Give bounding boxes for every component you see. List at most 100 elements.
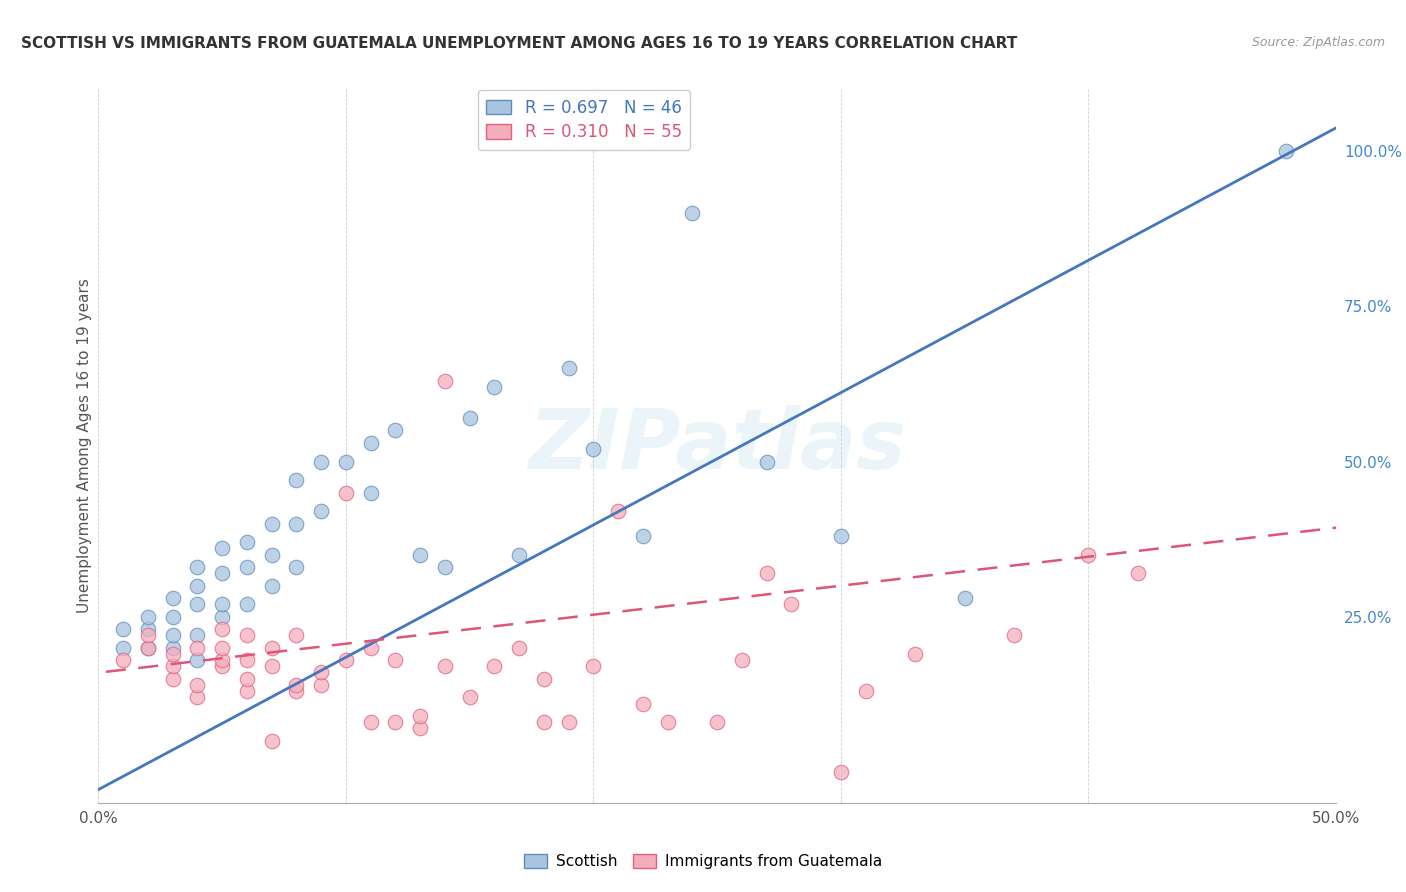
Point	[211, 659, 233, 673]
Point	[162, 591, 184, 605]
Point	[136, 622, 159, 636]
Point	[830, 764, 852, 779]
Point	[557, 715, 579, 730]
Point	[136, 640, 159, 655]
Point	[433, 659, 456, 673]
Point	[260, 579, 283, 593]
Point	[533, 672, 555, 686]
Point	[309, 504, 332, 518]
Point	[360, 485, 382, 500]
Point	[582, 659, 605, 673]
Point	[186, 597, 208, 611]
Point	[260, 548, 283, 562]
Point	[360, 715, 382, 730]
Point	[953, 591, 976, 605]
Point	[384, 653, 406, 667]
Point	[508, 640, 530, 655]
Point	[112, 640, 135, 655]
Point	[409, 548, 432, 562]
Point	[136, 640, 159, 655]
Point	[1126, 566, 1149, 581]
Point	[186, 690, 208, 705]
Point	[335, 653, 357, 667]
Point	[1275, 145, 1298, 159]
Point	[433, 374, 456, 388]
Legend: Scottish, Immigrants from Guatemala: Scottish, Immigrants from Guatemala	[517, 848, 889, 875]
Point	[162, 609, 184, 624]
Point	[211, 609, 233, 624]
Point	[260, 733, 283, 747]
Point	[384, 715, 406, 730]
Point	[780, 597, 803, 611]
Point	[112, 622, 135, 636]
Point	[285, 473, 308, 487]
Point	[236, 672, 259, 686]
Text: SCOTTISH VS IMMIGRANTS FROM GUATEMALA UNEMPLOYMENT AMONG AGES 16 TO 19 YEARS COR: SCOTTISH VS IMMIGRANTS FROM GUATEMALA UN…	[21, 36, 1018, 51]
Point	[186, 678, 208, 692]
Point	[260, 659, 283, 673]
Point	[360, 640, 382, 655]
Point	[731, 653, 754, 667]
Point	[855, 684, 877, 698]
Point	[162, 672, 184, 686]
Point	[162, 659, 184, 673]
Point	[433, 560, 456, 574]
Point	[136, 628, 159, 642]
Point	[211, 622, 233, 636]
Point	[186, 579, 208, 593]
Point	[533, 715, 555, 730]
Point	[186, 560, 208, 574]
Point	[458, 690, 481, 705]
Point	[582, 442, 605, 456]
Point	[285, 628, 308, 642]
Point	[136, 609, 159, 624]
Point	[360, 436, 382, 450]
Point	[211, 597, 233, 611]
Text: Source: ZipAtlas.com: Source: ZipAtlas.com	[1251, 36, 1385, 49]
Point	[755, 454, 778, 468]
Point	[211, 541, 233, 556]
Point	[681, 206, 703, 220]
Point	[260, 516, 283, 531]
Point	[162, 647, 184, 661]
Point	[162, 628, 184, 642]
Point	[211, 566, 233, 581]
Point	[162, 640, 184, 655]
Point	[335, 454, 357, 468]
Point	[112, 653, 135, 667]
Point	[309, 678, 332, 692]
Point	[236, 560, 259, 574]
Point	[285, 516, 308, 531]
Point	[607, 504, 630, 518]
Y-axis label: Unemployment Among Ages 16 to 19 years: Unemployment Among Ages 16 to 19 years	[77, 278, 91, 614]
Point	[236, 535, 259, 549]
Point	[631, 529, 654, 543]
Point	[236, 684, 259, 698]
Point	[211, 653, 233, 667]
Point	[285, 678, 308, 692]
Point	[409, 709, 432, 723]
Point	[706, 715, 728, 730]
Point	[186, 640, 208, 655]
Point	[755, 566, 778, 581]
Point	[508, 548, 530, 562]
Point	[458, 411, 481, 425]
Point	[335, 485, 357, 500]
Point	[657, 715, 679, 730]
Point	[285, 684, 308, 698]
Point	[1002, 628, 1025, 642]
Point	[484, 659, 506, 673]
Point	[384, 424, 406, 438]
Point	[285, 560, 308, 574]
Point	[236, 597, 259, 611]
Point	[557, 361, 579, 376]
Point	[260, 640, 283, 655]
Point	[1077, 548, 1099, 562]
Point	[309, 454, 332, 468]
Point	[904, 647, 927, 661]
Point	[236, 653, 259, 667]
Point	[631, 697, 654, 711]
Point	[484, 380, 506, 394]
Point	[211, 640, 233, 655]
Point	[236, 628, 259, 642]
